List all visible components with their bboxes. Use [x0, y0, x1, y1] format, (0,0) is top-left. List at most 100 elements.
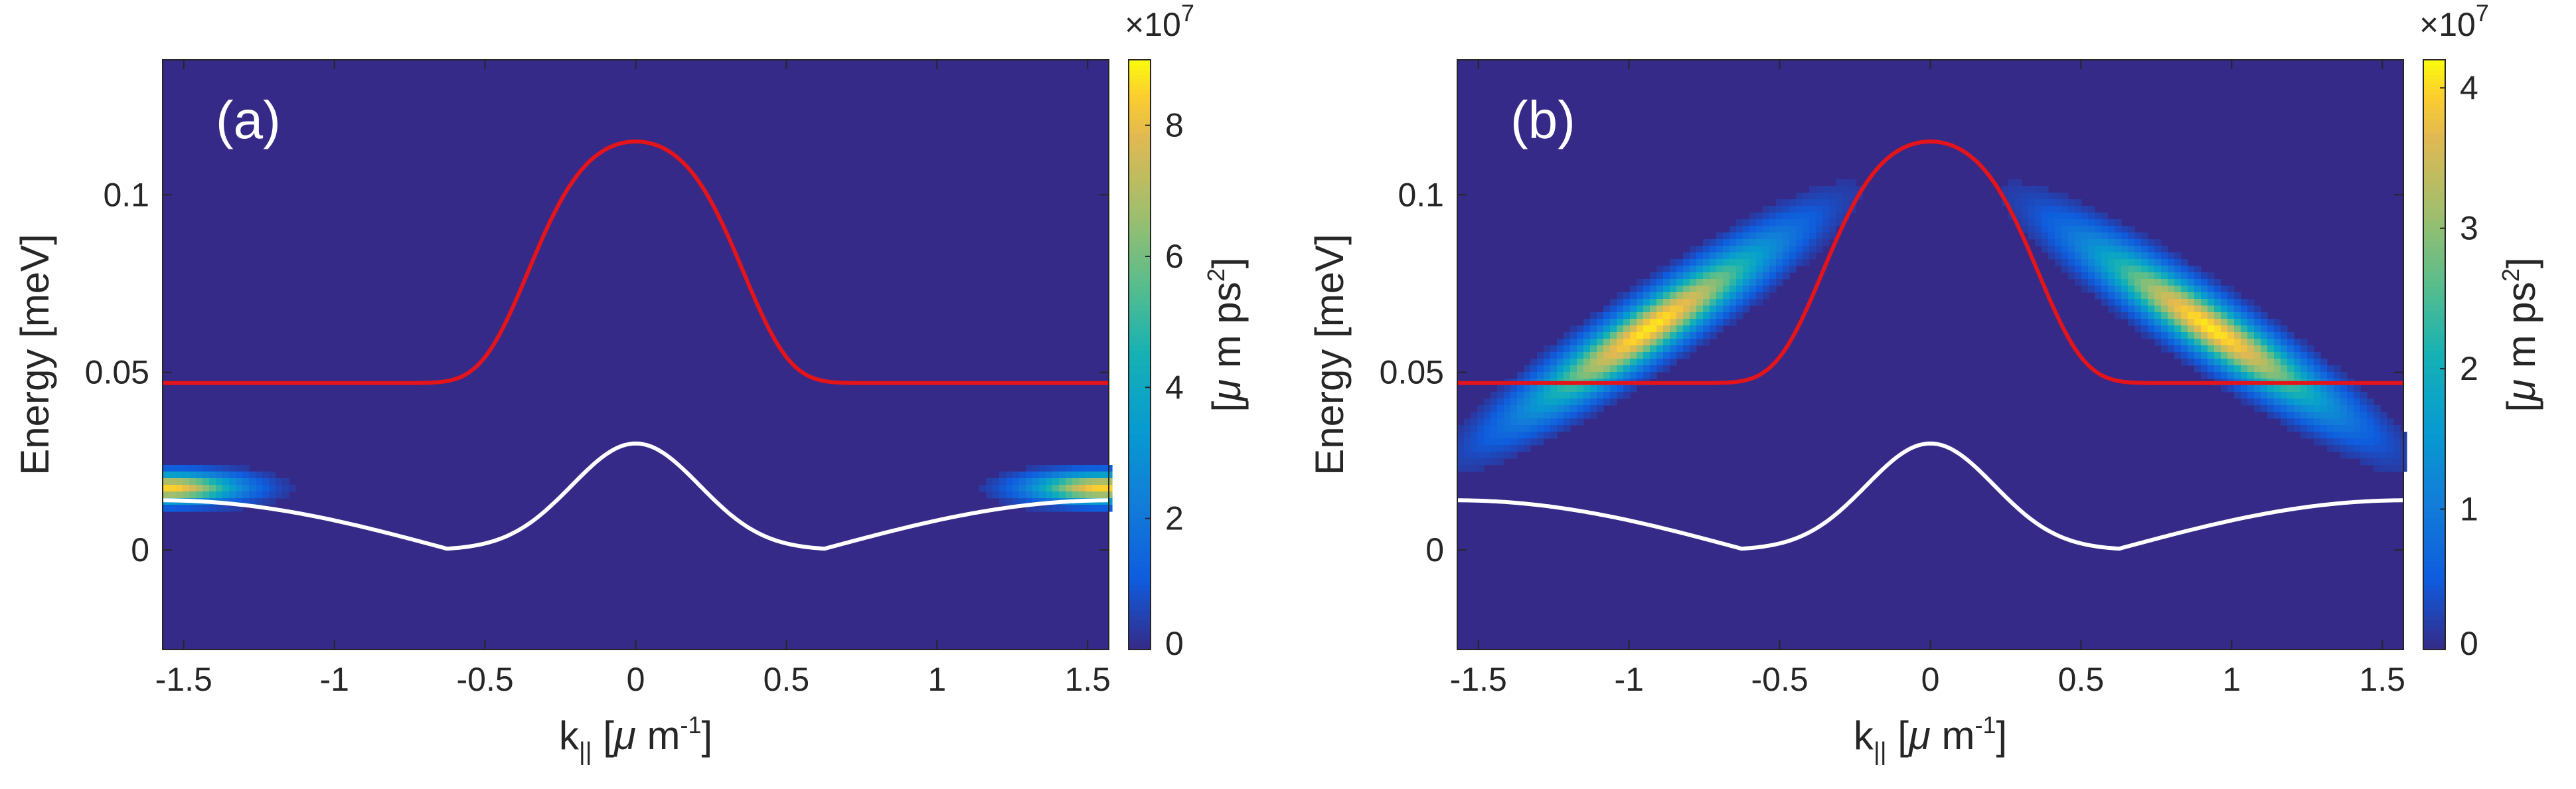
- heatmap-cell: [1630, 365, 1637, 373]
- heatmap-cell: [1477, 438, 1485, 446]
- heatmap-cell: [1743, 279, 1750, 286]
- heatmap-cell: [2374, 438, 2381, 446]
- heatmap-cell: [1650, 272, 1657, 280]
- x-axis-label-superscript: -1: [680, 711, 701, 739]
- heatmap-cell: [1544, 385, 1551, 393]
- heatmap-cell: [2314, 432, 2321, 439]
- heatmap-cell: [1617, 312, 1624, 319]
- heatmap-cell: [2121, 226, 2129, 233]
- heatmap-cell: [2168, 279, 2175, 286]
- colorbar-segment: [2423, 595, 2445, 601]
- heatmap-cell: [2360, 452, 2368, 459]
- heatmap-cell: [2267, 385, 2275, 393]
- heatmap-cell: [1803, 239, 1810, 246]
- colorbar-segment: [2423, 458, 2445, 464]
- heatmap-cell: [2101, 213, 2109, 220]
- heatmap-cell: [189, 485, 197, 492]
- heatmap-cell: [2387, 425, 2394, 432]
- heatmap-cell: [2267, 365, 2275, 373]
- heatmap-cell: [2367, 458, 2374, 466]
- heatmap-cell: [2221, 372, 2228, 379]
- colorbar-segment: [1129, 236, 1151, 242]
- heatmap-cell: [2194, 332, 2202, 339]
- heatmap-cell: [2101, 279, 2109, 286]
- heatmap-cell: [2108, 219, 2115, 226]
- heatmap-cell: [2015, 199, 2022, 207]
- x-axis-label-subscript: ||: [579, 738, 592, 766]
- colorbar-segment: [2423, 256, 2445, 262]
- heatmap-cell: [2048, 206, 2055, 213]
- heatmap-cell: [2174, 339, 2182, 346]
- heatmap-cell: [1663, 292, 1670, 300]
- heatmap-cell: [1510, 385, 1518, 393]
- x-tick-label: 0: [1921, 661, 1940, 698]
- heatmap-cell: [2380, 438, 2387, 446]
- heatmap-cell: [2168, 292, 2175, 300]
- heatmap-cell: [1749, 259, 1757, 266]
- heatmap-cell: [222, 478, 230, 485]
- heatmap-cell: [2075, 199, 2082, 207]
- heatmap-cell: [216, 465, 223, 472]
- heatmap-cell: [2247, 319, 2255, 326]
- heatmap-cell: [2208, 365, 2215, 373]
- heatmap-cell: [2320, 385, 2328, 393]
- heatmap-cell: [2095, 232, 2102, 240]
- heatmap-cell: [2294, 418, 2301, 426]
- heatmap-cell: [1663, 306, 1670, 313]
- colorbar-segment: [2423, 585, 2445, 591]
- heatmap-cell: [2095, 292, 2102, 300]
- heatmap-cell: [2227, 299, 2235, 306]
- heatmap-cell: [1570, 365, 1577, 373]
- heatmap-cell: [1603, 339, 1611, 346]
- heatmap-cell: [1822, 226, 1830, 233]
- heatmap-cell: [2121, 252, 2129, 260]
- colorbar-segment: [1129, 167, 1151, 173]
- colorbar-segment: [2423, 428, 2445, 434]
- heatmap-cell: [2115, 252, 2122, 260]
- heatmap-cell: [1783, 259, 1790, 266]
- heatmap-cell: [2201, 319, 2208, 326]
- heatmap-cell: [2221, 352, 2228, 359]
- heatmap-cell: [2267, 412, 2275, 419]
- heatmap-cell: [2181, 272, 2188, 280]
- heatmap-cell: [2154, 272, 2162, 280]
- x-axis-label-superscript: -1: [1974, 711, 1996, 739]
- heatmap-cell: [1457, 458, 1465, 466]
- heatmap-cell: [2334, 365, 2341, 373]
- x-tick-label: 0.5: [2058, 661, 2105, 698]
- heatmap-cell: [2208, 272, 2215, 280]
- heatmap-cell: [2254, 385, 2261, 393]
- colorbar-segment: [2423, 158, 2445, 164]
- heatmap-cell: [1530, 372, 1538, 379]
- heatmap-cell: [1059, 491, 1066, 499]
- heatmap-cell: [1803, 259, 1810, 266]
- heatmap-cell: [2214, 372, 2221, 379]
- heatmap-cell: [2261, 332, 2268, 339]
- heatmap-cell: [2393, 452, 2401, 459]
- heatmap-cell: [1059, 465, 1066, 472]
- heatmap-cell: [2354, 412, 2361, 419]
- heatmap-cell: [1650, 312, 1657, 319]
- heatmap-cell: [2128, 226, 2135, 233]
- heatmap-cell: [229, 465, 236, 472]
- heatmap-cell: [1066, 505, 1073, 512]
- heatmap-cell: [1530, 412, 1538, 419]
- heatmap-cell: [2254, 312, 2261, 319]
- heatmap-cell: [1530, 405, 1538, 412]
- heatmap-cell: [1670, 279, 1677, 286]
- heatmap-cell: [2088, 213, 2095, 220]
- heatmap-cell: [1099, 472, 1106, 479]
- heatmap-cell: [1809, 232, 1816, 240]
- heatmap-cell: [2181, 266, 2188, 273]
- x-tick-label: 1: [2222, 661, 2241, 698]
- heatmap-cell: [2387, 465, 2394, 472]
- heatmap-cell: [1564, 359, 1571, 366]
- heatmap-cell: [2115, 259, 2122, 266]
- heatmap-cell: [2367, 438, 2374, 446]
- heatmap-cell: [1544, 405, 1551, 412]
- heatmap-cell: [2334, 385, 2341, 393]
- heatmap-cell: [1756, 279, 1763, 286]
- heatmap-cell: [2095, 239, 2102, 246]
- heatmap-cell: [2347, 432, 2354, 439]
- heatmap-cell: [1816, 226, 1823, 233]
